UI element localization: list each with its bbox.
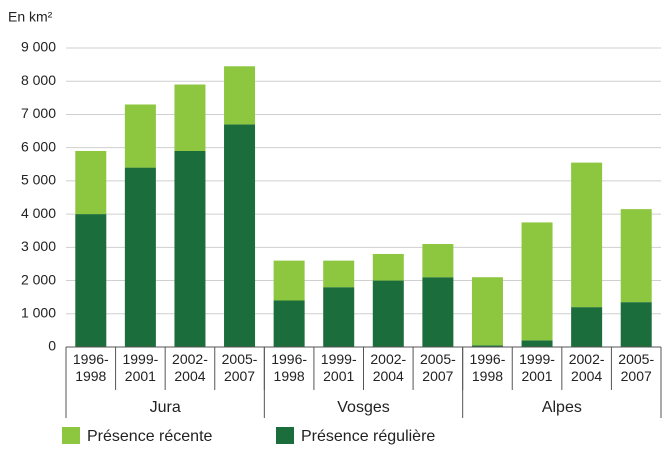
y-axis-label: En km²	[8, 9, 53, 25]
group-label: Jura	[150, 399, 181, 416]
bar-segment	[372, 280, 404, 347]
y-tick-label: 7 000	[21, 105, 56, 121]
x-tick-label: 2002-2004	[172, 351, 208, 384]
x-tick-label: 2005-2007	[618, 351, 654, 384]
y-tick-label: 6 000	[21, 138, 56, 154]
x-tick-label: 1996-1998	[271, 351, 307, 384]
bar-segment	[75, 150, 107, 215]
bar-segment	[571, 162, 603, 308]
bar-segment	[471, 345, 503, 347]
bar-segment	[174, 150, 206, 347]
group-label: Vosges	[337, 399, 389, 416]
bar-segment	[323, 287, 355, 347]
y-tick-label: 9 000	[21, 39, 56, 55]
y-tick-label: 2 000	[21, 271, 56, 287]
bar-segment	[521, 222, 553, 341]
bar-segment	[372, 253, 404, 281]
x-tick-label: 2002-2004	[370, 351, 406, 384]
bar-segment	[124, 104, 156, 168]
bar-segment	[75, 214, 107, 347]
x-tick-label: 1996-1998	[470, 351, 506, 384]
bar-segment	[521, 340, 553, 347]
legend-swatch	[276, 427, 294, 444]
legend-label: Présence régulière	[301, 428, 435, 445]
x-tick-label: 2005-2007	[222, 351, 258, 384]
bar-segment	[571, 307, 603, 347]
bar-segment	[471, 277, 503, 346]
bar-segment	[124, 167, 156, 347]
y-tick-label: 3 000	[21, 238, 56, 254]
bar-segment	[422, 244, 454, 278]
bar-segment	[422, 277, 454, 347]
bar-segment	[224, 66, 256, 125]
x-tick-label: 2002-2004	[569, 351, 605, 384]
bar-segment	[620, 302, 652, 347]
legend-swatch	[62, 427, 80, 444]
bar-segment	[323, 260, 355, 288]
group-label: Alpes	[542, 399, 582, 416]
x-tick-label: 1999-2001	[519, 351, 555, 384]
x-tick-label: 1999-2001	[321, 351, 357, 384]
x-tick-label: 2005-2007	[420, 351, 456, 384]
bar-segment	[273, 260, 305, 301]
x-tick-label: 1996-1998	[73, 351, 109, 384]
y-tick-label: 0	[48, 338, 56, 354]
y-tick-label: 1 000	[21, 304, 56, 320]
x-tick-label: 1999-2001	[122, 351, 158, 384]
bar-segment	[620, 209, 652, 303]
y-tick-label: 5 000	[21, 172, 56, 188]
bar-segment	[224, 124, 256, 348]
legend-label: Présence récente	[87, 428, 213, 445]
y-tick-label: 8 000	[21, 72, 56, 88]
y-tick-label: 4 000	[21, 205, 56, 221]
bar-segment	[174, 84, 206, 151]
bar-segment	[273, 300, 305, 347]
